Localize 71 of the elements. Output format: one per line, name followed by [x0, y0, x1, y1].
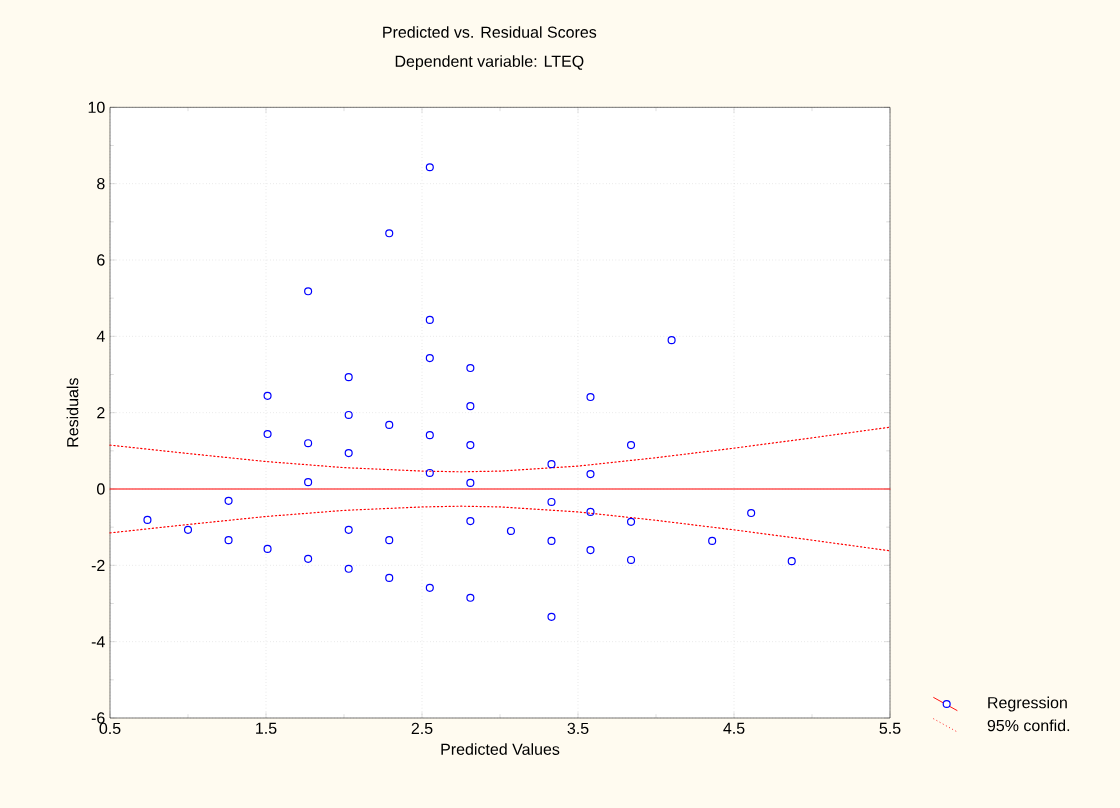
x-tick-label: 4.5 — [723, 722, 745, 734]
point — [263, 429, 272, 439]
point — [344, 525, 353, 534]
point — [466, 441, 475, 450]
chart-title: Predicted vs. Residual Scores — [383, 26, 597, 38]
point — [586, 546, 595, 555]
point — [143, 515, 152, 524]
point — [466, 363, 475, 373]
point — [385, 573, 394, 582]
point — [547, 497, 556, 507]
line-series — [109, 505, 891, 552]
point — [425, 468, 434, 478]
legend-label: Regression — [988, 696, 1067, 712]
point — [747, 508, 756, 518]
point — [344, 564, 353, 573]
point — [547, 536, 556, 545]
point — [385, 229, 394, 238]
point — [224, 536, 233, 545]
point — [547, 612, 556, 621]
point — [466, 516, 475, 526]
point — [425, 163, 434, 172]
x-tick-label: 5.5 — [879, 722, 901, 734]
x-tick-label: 0.5 — [99, 722, 121, 735]
point — [466, 478, 475, 487]
point — [425, 583, 434, 592]
point — [547, 460, 556, 469]
x-tick-label: 3.5 — [567, 722, 589, 735]
y-tick-label: -4 — [91, 636, 105, 648]
point — [304, 439, 313, 448]
point — [586, 470, 595, 479]
x-tick-label: 2.5 — [411, 722, 433, 735]
point — [708, 536, 717, 545]
y-tick-label: 6 — [97, 254, 105, 266]
point — [344, 410, 353, 420]
y-tick-label: -2 — [91, 559, 105, 571]
point — [667, 336, 676, 345]
point — [626, 441, 636, 450]
point — [425, 354, 434, 363]
point — [466, 593, 475, 602]
point — [425, 315, 434, 324]
y-tick-label: 0 — [97, 483, 105, 495]
point — [586, 507, 595, 516]
y-tick-label: 10 — [88, 101, 105, 113]
point — [385, 420, 394, 429]
point — [626, 517, 636, 526]
x-axis-title: Predicted Values — [441, 743, 560, 755]
y-tick-label: -6 — [91, 712, 105, 724]
point — [586, 392, 595, 402]
point — [787, 557, 796, 566]
point — [466, 402, 475, 411]
point — [304, 554, 313, 563]
y-tick-label: 8 — [97, 178, 105, 190]
point — [263, 391, 272, 400]
line-series — [109, 426, 891, 473]
y-tick-label: 4 — [96, 330, 105, 342]
point — [304, 478, 313, 487]
point — [425, 431, 434, 440]
point — [263, 544, 272, 553]
point — [304, 287, 313, 296]
point — [344, 373, 353, 382]
y-tick-label: 2 — [97, 407, 105, 419]
point — [344, 449, 353, 458]
y-axis-title: Residuals — [66, 378, 79, 447]
point — [385, 536, 394, 545]
legend-label: 95% confid. — [987, 719, 1070, 732]
point — [224, 496, 233, 505]
point — [506, 526, 515, 536]
point — [183, 525, 193, 534]
x-tick-label: 1.5 — [256, 722, 277, 734]
point — [626, 555, 636, 565]
chart-subtitle: Dependent variable: LTEQ — [395, 55, 584, 71]
